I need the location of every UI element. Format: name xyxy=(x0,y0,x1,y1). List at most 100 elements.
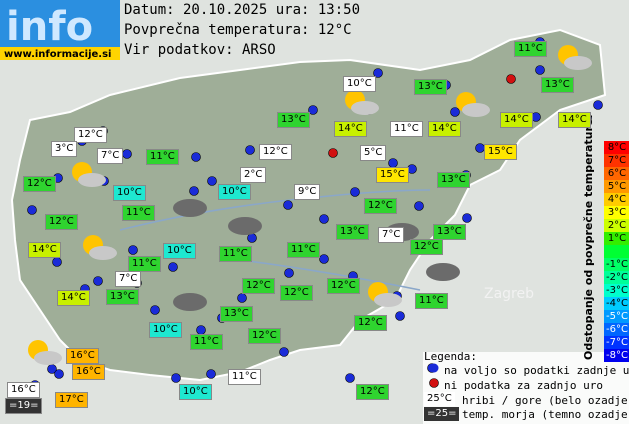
legend-mountain: hribi / gore (belo ozadje) xyxy=(462,394,629,407)
station-temperature: 13°C xyxy=(437,172,470,188)
station-temperature: 11°C xyxy=(287,242,320,258)
station-temperature: 11°C xyxy=(122,205,155,221)
station-dot xyxy=(531,112,541,122)
station-temperature: 2°C xyxy=(240,167,267,183)
station-temperature: 13°C xyxy=(433,224,466,240)
legend-missing: ni podatka za zadnjo uro xyxy=(444,379,603,392)
legend-dot xyxy=(429,363,439,373)
scale-swatch xyxy=(604,245,629,258)
station-temperature: 13°C xyxy=(220,306,253,322)
station-dot xyxy=(247,233,257,243)
station-dot xyxy=(168,262,178,272)
station-temperature: 10°C xyxy=(163,243,196,259)
station-temperature: 7°C xyxy=(115,271,142,287)
station-temperature: 12°C xyxy=(45,214,78,230)
cloud-icon xyxy=(34,351,62,365)
station-temperature: 13°C xyxy=(277,112,310,128)
cloud-icon xyxy=(426,263,460,281)
station-temperature: 14°C xyxy=(500,112,533,128)
scale-label: -7°C xyxy=(604,336,629,349)
cloud-icon xyxy=(173,293,207,311)
station-dot xyxy=(345,373,355,383)
station-temperature: 7°C xyxy=(97,148,124,164)
station-dot xyxy=(27,205,37,215)
station-dot xyxy=(207,176,217,186)
cloud-icon xyxy=(351,101,379,115)
station-temperature: 13°C xyxy=(336,224,369,240)
station-dot xyxy=(191,152,201,162)
station-dot xyxy=(122,149,132,159)
river xyxy=(239,259,421,291)
legend-title: Legenda: xyxy=(424,350,477,363)
scale-label: -6°C xyxy=(604,323,629,336)
station-dot xyxy=(54,369,64,379)
missing-dot xyxy=(328,148,338,158)
missing-dot xyxy=(429,378,439,388)
cloud-icon xyxy=(564,56,592,70)
station-temperature: 7°C xyxy=(378,227,405,243)
scale-label: 4°C xyxy=(604,193,629,206)
station-temperature: 12°C xyxy=(280,285,313,301)
scale-label: -3°C xyxy=(604,284,629,297)
station-temperature: 11°C xyxy=(228,369,261,385)
station-dot xyxy=(308,105,318,115)
station-temperature: 13°C xyxy=(541,77,574,93)
station-temperature: 12°C xyxy=(248,328,281,344)
station-temperature: 10°C xyxy=(343,76,376,92)
station-temperature: 13°C xyxy=(414,79,447,95)
logo-strip xyxy=(0,47,120,60)
station-dot xyxy=(535,65,545,75)
station-dot xyxy=(206,369,216,379)
station-temperature: 16°C xyxy=(72,364,105,380)
station-temperature: 11°C xyxy=(390,121,423,137)
station-dot xyxy=(350,187,360,197)
station-dot xyxy=(283,200,293,210)
station-temperature: 16°C xyxy=(7,382,40,398)
scale-label: -1°C xyxy=(604,258,629,271)
scale-label: -4°C xyxy=(604,297,629,310)
station-temperature: 11°C xyxy=(128,256,161,272)
station-temperature: 13°C xyxy=(106,289,139,305)
station-temperature: 14°C xyxy=(57,290,90,306)
station-dot xyxy=(189,186,199,196)
station-dot xyxy=(319,254,329,264)
station-dot xyxy=(462,213,472,223)
station-dot xyxy=(237,293,247,303)
station-temperature: 5°C xyxy=(360,145,387,161)
cloud-icon xyxy=(89,246,117,260)
station-temperature: =19= xyxy=(5,398,43,414)
scale-label: 3°C xyxy=(604,206,629,219)
station-dot xyxy=(284,268,294,278)
legend-sea-sample: =25= xyxy=(424,407,460,421)
station-dot xyxy=(279,347,289,357)
scale-label: 2°C xyxy=(604,219,629,232)
station-dot xyxy=(52,257,62,267)
station-temperature: 12°C xyxy=(259,144,292,160)
station-temperature: 16°C xyxy=(66,348,99,364)
header-average: Povprečna temperatura: 12°C xyxy=(124,22,352,38)
station-temperature: 10°C xyxy=(113,185,146,201)
station-dot xyxy=(150,305,160,315)
scale-label: -8°C xyxy=(604,349,629,362)
station-temperature: 14°C xyxy=(428,121,461,137)
scale-label: -5°C xyxy=(604,310,629,323)
station-dot xyxy=(128,245,138,255)
station-temperature: 15°C xyxy=(484,144,517,160)
station-dot xyxy=(171,373,181,383)
station-temperature: 12°C xyxy=(356,384,389,400)
station-temperature: 10°C xyxy=(218,184,251,200)
cloud-icon xyxy=(228,217,262,235)
station-dot xyxy=(407,164,417,174)
scale-label: 8°C xyxy=(604,141,629,154)
station-temperature: 12°C xyxy=(354,315,387,331)
station-temperature: 11°C xyxy=(514,41,547,57)
logo-title: info xyxy=(6,4,93,50)
station-dot xyxy=(319,214,329,224)
station-temperature: 12°C xyxy=(74,127,107,143)
station-dot xyxy=(450,107,460,117)
legend-mountain-sample: 25°C xyxy=(424,392,455,406)
cloud-icon xyxy=(173,199,207,217)
scale-label: 1°C xyxy=(604,232,629,245)
scale-label: 7°C xyxy=(604,154,629,167)
scale-label: -2°C xyxy=(604,271,629,284)
